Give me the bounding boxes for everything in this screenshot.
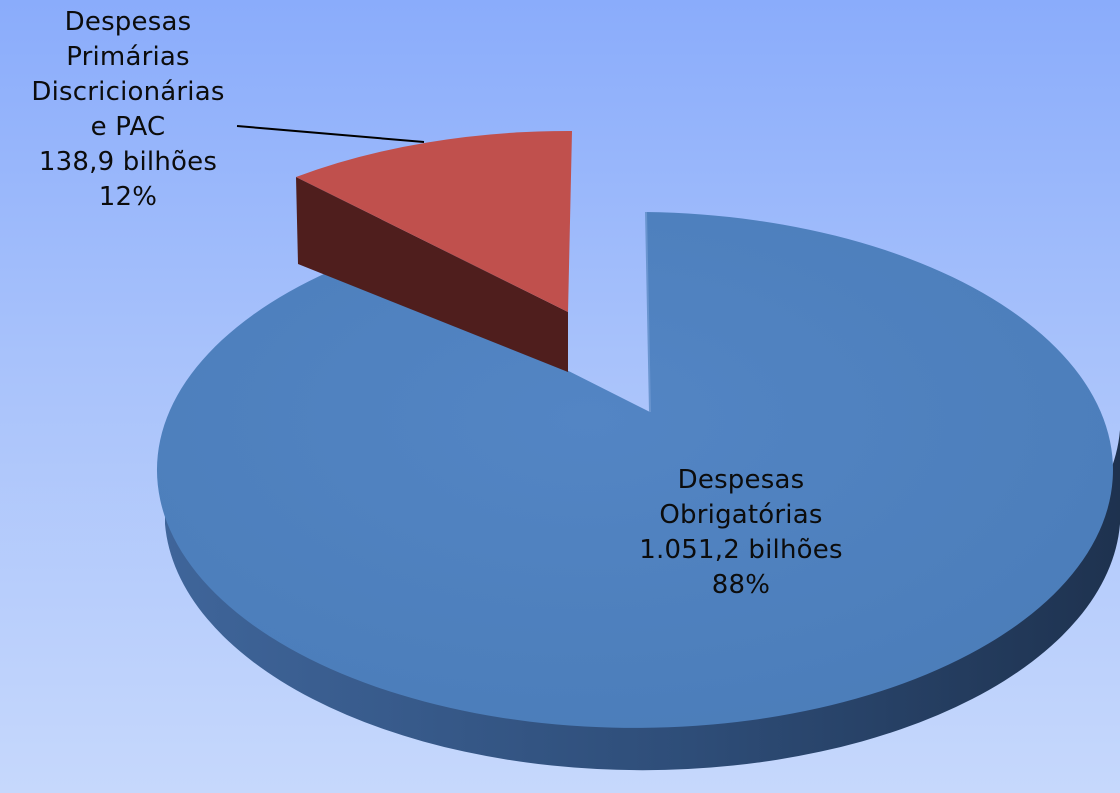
label-obrigatorias-percent: 88% bbox=[711, 570, 771, 600]
label-obrigatorias: Despesas Obrigatórias 1.051,2 bilhões 88… bbox=[639, 463, 842, 603]
label-discricionarias-line-2: Primárias bbox=[66, 42, 190, 72]
label-obrigatorias-line-2: Obrigatórias bbox=[659, 500, 823, 530]
label-discricionarias-percent: 12% bbox=[98, 182, 158, 212]
slice-discricionarias bbox=[296, 130, 572, 312]
label-discricionarias-line-3: Discricionárias bbox=[31, 77, 225, 107]
label-discricionarias: Despesas Primárias Discricionárias e PAC… bbox=[31, 5, 224, 215]
leader-line bbox=[236, 125, 425, 143]
label-obrigatorias-amount: 1.051,2 bilhões bbox=[639, 535, 843, 565]
label-discricionarias-amount: 138,9 bilhões bbox=[38, 147, 218, 177]
slice-discricionarias-side bbox=[296, 177, 568, 372]
label-discricionarias-line-4: e PAC bbox=[90, 112, 166, 142]
label-discricionarias-line-1: Despesas bbox=[64, 7, 192, 37]
label-obrigatorias-line-1: Despesas bbox=[677, 465, 805, 495]
slice-obrigatorias-edge bbox=[645, 211, 651, 413]
slice-obrigatorias bbox=[156, 212, 1113, 728]
